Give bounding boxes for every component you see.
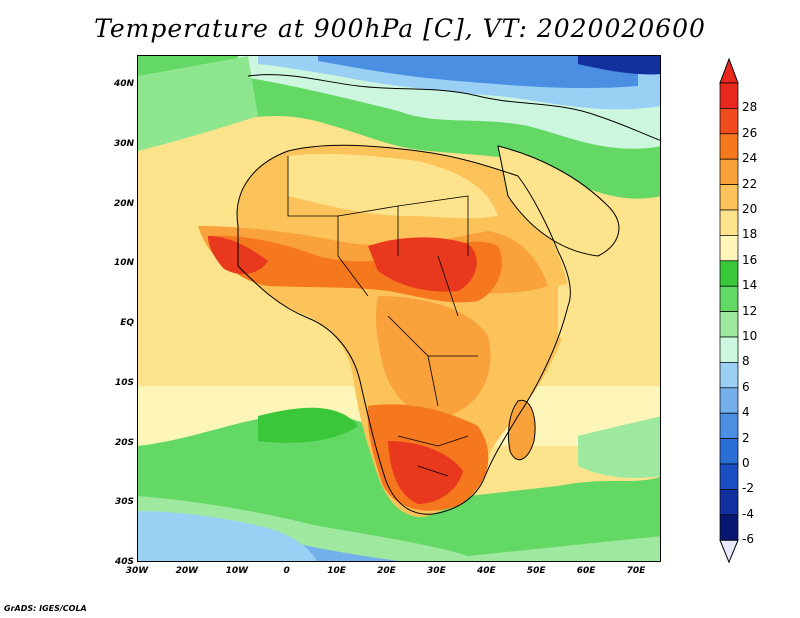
colorbar-level-label: 0 bbox=[742, 456, 750, 470]
lon-tick-label: 0 bbox=[283, 566, 290, 576]
colorbar-level-label: 28 bbox=[742, 100, 758, 115]
colorbar-segment bbox=[719, 260, 739, 287]
footer-credit: GrADS: IGES/COLA bbox=[4, 604, 87, 613]
colorbar-segment bbox=[719, 514, 739, 541]
colorbar-level-label: 16 bbox=[742, 252, 758, 267]
colorbar-segment bbox=[719, 158, 739, 185]
colorbar-segment bbox=[719, 336, 739, 363]
madagascar-coastline bbox=[507, 399, 536, 461]
colorbar-level-label: -2 bbox=[742, 481, 754, 496]
lat-tick-label: 20S bbox=[114, 437, 134, 448]
map-title: Temperature at 900hPa [C], VT: 202002060… bbox=[94, 14, 706, 43]
lon-tick-label: 20E bbox=[377, 566, 396, 576]
colorbar-segment bbox=[719, 82, 739, 109]
colorbar-segment bbox=[719, 209, 739, 236]
southern-lightblue-zone bbox=[138, 511, 317, 561]
colorbar-segment bbox=[719, 412, 739, 439]
europe-coastline bbox=[247, 74, 660, 141]
colorbar-level-label: 12 bbox=[742, 303, 758, 318]
colorbar-segment bbox=[719, 387, 739, 414]
central-hot-core bbox=[368, 237, 477, 292]
colorbar-level-label: 6 bbox=[742, 379, 750, 394]
indian-ocean-warm bbox=[558, 261, 660, 386]
lon-tick-label: 70E bbox=[626, 566, 646, 576]
colorbar-segment bbox=[719, 362, 739, 389]
atlantic-green-swirl bbox=[258, 407, 358, 443]
temperature-field-map bbox=[138, 56, 660, 561]
colorbar-segment bbox=[719, 311, 739, 338]
northern-darkblue-zone bbox=[578, 56, 660, 75]
lat-tick-label: 10S bbox=[114, 377, 134, 388]
colorbar-segment bbox=[719, 133, 739, 160]
lat-tick-label: 30S bbox=[114, 497, 134, 508]
north-atlantic-green bbox=[138, 56, 258, 151]
africa-coastline bbox=[236, 144, 571, 515]
colorbar-level-label: 24 bbox=[742, 151, 758, 166]
lon-tick-label: 20W bbox=[175, 566, 199, 576]
colorbar-bottom-arrow bbox=[719, 539, 739, 564]
southern-africa-hot bbox=[388, 441, 463, 504]
colorbar-top-arrow bbox=[719, 57, 739, 84]
colorbar-level-label: 4 bbox=[742, 405, 750, 420]
arabia-coastline bbox=[497, 145, 620, 257]
colorbar-segment bbox=[719, 235, 739, 262]
indian-green-patch bbox=[578, 416, 660, 478]
colorbar-level-label: -4 bbox=[742, 506, 754, 521]
colorbar-level-label: 26 bbox=[742, 125, 758, 140]
sahara-pale bbox=[288, 153, 498, 219]
lon-tick-label: 50E bbox=[526, 566, 546, 576]
madagascar bbox=[508, 400, 536, 460]
colorbar-level-label: 10 bbox=[742, 329, 758, 343]
colorbar-segment bbox=[719, 489, 739, 516]
colorbar-level-label: 14 bbox=[742, 278, 758, 293]
colorbar-segment bbox=[719, 463, 739, 490]
lon-tick-label: 30W bbox=[125, 566, 149, 576]
lon-tick-label: 40E bbox=[476, 566, 496, 576]
colorbar bbox=[719, 57, 739, 564]
colorbar-segment bbox=[719, 285, 739, 312]
lat-tick-label: 20N bbox=[113, 198, 134, 209]
colorbar-level-label: 18 bbox=[742, 227, 758, 242]
colorbar-level-label: 22 bbox=[742, 176, 758, 191]
lon-tick-label: 10E bbox=[327, 566, 346, 576]
northern-blue-zone bbox=[318, 56, 638, 89]
colorbar-segment bbox=[719, 184, 739, 211]
map-panel[interactable] bbox=[137, 55, 661, 562]
arabia-land bbox=[498, 146, 619, 256]
lon-tick-label: 10W bbox=[225, 566, 249, 576]
lon-tick-label: 30E bbox=[427, 566, 446, 576]
colorbar-level-label: -6 bbox=[742, 532, 754, 547]
colorbar-segment bbox=[719, 438, 739, 465]
colorbar-level-label: 20 bbox=[742, 202, 758, 216]
colorbar-segment bbox=[719, 108, 739, 135]
lat-tick-label: 10N bbox=[113, 258, 134, 269]
lat-tick-label: 40N bbox=[113, 79, 134, 89]
colorbar-level-label: 8 bbox=[742, 354, 750, 369]
colorbar-level-label: 2 bbox=[742, 430, 750, 445]
country-borders bbox=[287, 156, 478, 477]
lat-tick-label: 40S bbox=[114, 557, 134, 567]
lat-tick-label: EQ bbox=[120, 318, 134, 328]
lat-tick-label: 30N bbox=[113, 138, 134, 149]
lon-tick-label: 60E bbox=[576, 566, 596, 576]
